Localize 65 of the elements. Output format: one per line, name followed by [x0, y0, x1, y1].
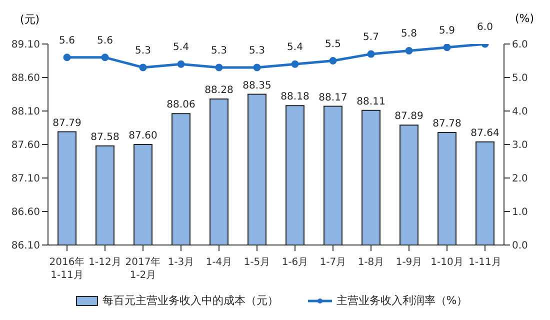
point [253, 64, 261, 72]
data-label: 88.35 [242, 80, 272, 92]
legend-label: 主营业务收入利润率（%） [335, 293, 468, 308]
data-label: 5.3 [249, 45, 265, 56]
point [177, 60, 185, 68]
data-label: 88.06 [166, 100, 196, 111]
y-tick-label: 87.10 [11, 174, 40, 185]
point [63, 54, 71, 62]
x-tick-label: 1-8月 [358, 257, 384, 268]
y-tick-label: 89.10 [11, 40, 40, 51]
data-label: 87.60 [128, 130, 158, 142]
data-label: 87.79 [52, 118, 82, 129]
x-tick-label: 1-9月 [396, 257, 422, 268]
point [443, 44, 451, 52]
y2-tick-label: 6.0 [512, 40, 528, 51]
data-label: 5.4 [287, 42, 303, 54]
data-label: 5.6 [59, 35, 75, 46]
y2-tick-label: 4.0 [512, 106, 528, 118]
y2-tick-label: 0.0 [512, 240, 528, 252]
data-label: 5.3 [211, 45, 227, 56]
point [139, 64, 147, 72]
point [367, 50, 375, 58]
x-tick-label: 1-11月 [468, 257, 502, 268]
y2-axis-title: (%) [514, 12, 534, 25]
legend-label: 每百元主营业务收入中的成本（元） [101, 293, 278, 308]
y2-tick-label: 5.0 [512, 73, 528, 84]
y2-tick-label: 3.0 [512, 140, 528, 152]
point [215, 64, 223, 72]
data-label: 88.11 [356, 96, 386, 108]
data-label: 5.5 [325, 38, 341, 50]
y-axis-title: (元) [20, 12, 40, 27]
point [101, 54, 109, 62]
data-label: 87.58 [90, 132, 120, 143]
y2-tick-label: 2.0 [512, 174, 528, 185]
data-label: 87.64 [470, 128, 500, 139]
data-label: 5.4 [173, 42, 189, 54]
data-label: 5.6 [97, 35, 113, 46]
y-tick-label: 88.60 [11, 73, 40, 84]
y-tick-label: 87.60 [11, 140, 40, 152]
point [291, 60, 299, 68]
point [329, 57, 337, 64]
point [405, 46, 413, 54]
data-label: 5.7 [363, 32, 379, 44]
x-tick-label: 1-7月 [320, 257, 346, 268]
x-tick-label: 1-12月 [88, 257, 122, 268]
data-label: 88.17 [318, 92, 348, 104]
x-tick-label: 1-10月 [430, 257, 464, 268]
y-tick-label: 88.10 [11, 106, 40, 118]
data-label: 6.0 [477, 22, 493, 33]
x-tick-label: 1-3月 [168, 257, 194, 268]
x-tick-label: 2016年 1-11月 [49, 256, 85, 281]
data-label: 88.18 [280, 92, 310, 103]
x-tick-label: 2017年 1-2月 [125, 256, 161, 281]
y2-tick-label: 1.0 [512, 207, 528, 218]
data-label: 87.89 [394, 111, 424, 122]
data-label: 5.8 [401, 28, 417, 40]
x-tick-label: 1-4月 [206, 257, 232, 268]
data-label: 87.78 [432, 118, 462, 130]
y-tick-label: 86.10 [11, 240, 40, 252]
data-label: 5.3 [135, 45, 151, 56]
x-tick-label: 1-6月 [282, 257, 308, 268]
data-label: 88.28 [204, 84, 234, 96]
y-tick-label: 86.60 [11, 207, 40, 218]
data-label: 5.9 [439, 25, 455, 36]
x-tick-label: 1-5月 [244, 257, 270, 268]
